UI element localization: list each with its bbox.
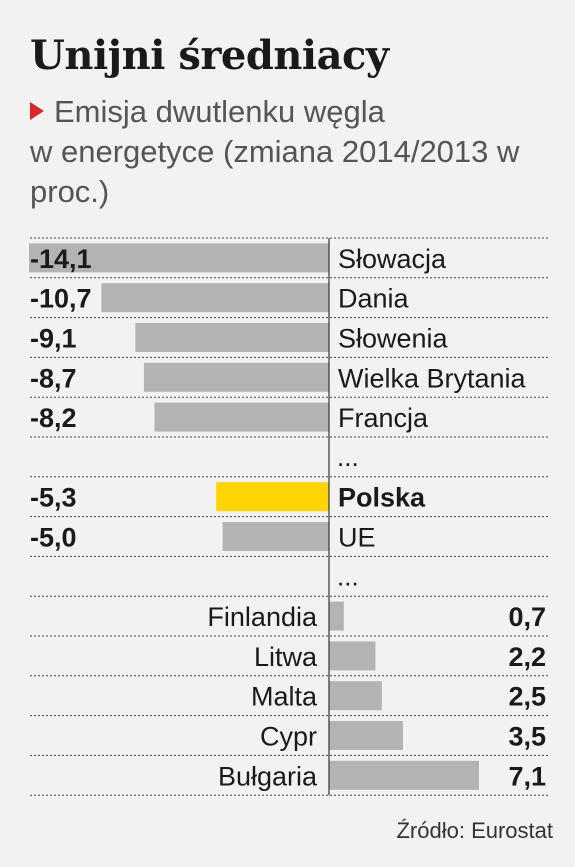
bar xyxy=(222,522,329,551)
country-label: Polska xyxy=(338,483,426,513)
value-label: -8,2 xyxy=(30,403,77,433)
red-triangle-marker-icon xyxy=(30,102,44,120)
bar xyxy=(329,601,344,631)
ellipsis-label: ... xyxy=(337,442,359,472)
country-label: Malta xyxy=(251,682,318,712)
country-label: Finlandia xyxy=(207,602,318,632)
country-label: Dania xyxy=(338,284,410,314)
value-label: 2,5 xyxy=(508,682,546,712)
subtitle-line-2: w energetyce (zmiana 2014/2013 w proc.) xyxy=(30,134,520,209)
country-label: Francja xyxy=(338,403,429,433)
value-label: 2,2 xyxy=(508,642,546,672)
country-label: Bułgaria xyxy=(218,761,318,791)
bar xyxy=(29,243,329,273)
country-label: Cypr xyxy=(260,722,317,752)
bar xyxy=(329,760,479,790)
value-label: -14,1 xyxy=(30,244,92,274)
country-label: UE xyxy=(338,523,376,553)
value-label: -5,0 xyxy=(30,523,77,553)
value-label: 3,5 xyxy=(508,722,546,752)
value-label: -9,1 xyxy=(30,324,77,354)
bar xyxy=(216,482,329,512)
bar xyxy=(329,641,376,671)
country-label: Słowenia xyxy=(338,324,449,354)
country-label: Wielka Brytania xyxy=(338,363,527,393)
bar xyxy=(101,283,329,313)
country-label: Słowacja xyxy=(338,244,447,274)
value-label: 7,1 xyxy=(508,761,546,791)
source-note: Źródło: Eurostat xyxy=(396,818,553,843)
value-label: 0,7 xyxy=(508,602,546,632)
chart-title: Unijni średniacy xyxy=(30,32,389,79)
country-label: Litwa xyxy=(254,642,318,672)
bar xyxy=(135,323,329,352)
ellipsis-label: ... xyxy=(337,561,359,591)
value-label: -8,7 xyxy=(30,363,77,393)
bar xyxy=(154,402,329,432)
subtitle-line-1: Emisja dwutlenku węgla xyxy=(54,94,385,129)
chart-subtitle: Emisja dwutlenku węgla w energetyce (zmi… xyxy=(30,92,570,212)
value-label: -10,7 xyxy=(30,284,92,314)
value-label: -5,3 xyxy=(30,483,77,513)
bar xyxy=(329,721,403,750)
bar xyxy=(329,681,382,711)
bar xyxy=(143,362,329,392)
